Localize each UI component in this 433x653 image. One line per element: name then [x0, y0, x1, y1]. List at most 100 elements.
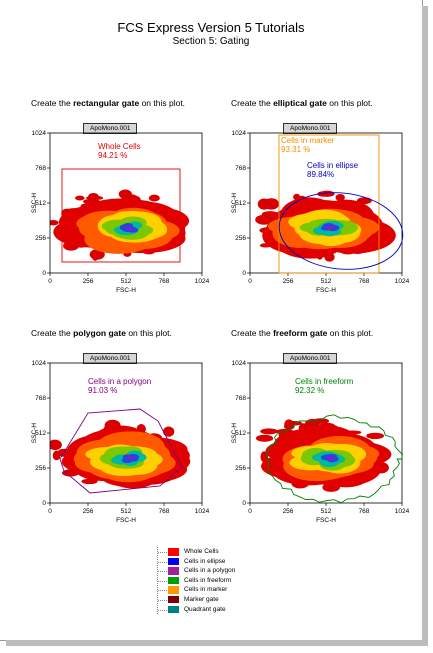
gate-percentage: 93.31 % — [281, 145, 310, 154]
y-tick-label: 256 — [35, 465, 46, 472]
tree-connector — [158, 590, 167, 592]
density-speck — [52, 450, 61, 461]
gate-label: Cells in freeform — [295, 377, 354, 386]
density-contour — [128, 227, 133, 231]
marker-gate[interactable] — [278, 134, 380, 274]
page-shadow-right — [422, 6, 428, 646]
gate-label: Whole Cells — [98, 142, 141, 151]
density-speck — [284, 420, 303, 426]
y-tick-label: 1024 — [32, 360, 47, 367]
instruction-gate-name: rectangular gate — [73, 98, 140, 108]
density-plot[interactable]: 0 256 512 768 1024 0 256 512 768 1024 FSC-H SSC-H Wh… — [31, 128, 231, 308]
plot-instruction: Create the polygon gate on this plot. — [31, 328, 172, 338]
legend-label: Cells in freeform — [184, 576, 232, 584]
gate-label: Cells in a polygon — [88, 377, 151, 386]
plot-panel-elliptical: Create the elliptical gate on this plot.… — [231, 98, 431, 308]
legend-label: Cells in ellipse — [184, 557, 226, 565]
legend-label: Quadrant gate — [184, 605, 226, 613]
y-tick-label: 512 — [35, 430, 46, 437]
plot-panel-polygon: Create the polygon gate on this plot. Apo… — [31, 328, 231, 538]
y-tick-label: 512 — [35, 200, 46, 207]
page-shadow-bottom — [6, 640, 428, 646]
legend-item[interactable]: Cells in freeform — [158, 576, 278, 586]
instruction-text-end: on this plot. — [327, 328, 374, 338]
y-tick-label: 768 — [35, 165, 46, 172]
x-tick-label: 1024 — [395, 278, 410, 285]
elliptical-gate[interactable] — [275, 187, 406, 276]
x-tick-label: 768 — [159, 508, 170, 515]
gate-percentage: 92.32 % — [295, 386, 324, 395]
x-axis-label: FSC-H — [116, 287, 136, 294]
x-tick-label: 512 — [121, 278, 132, 285]
x-tick-label: 1024 — [395, 508, 410, 515]
instruction-text-end: on this plot. — [125, 328, 172, 338]
y-tick-label: 256 — [235, 235, 246, 242]
density-speck — [263, 198, 280, 210]
legend-item[interactable]: Whole Cells — [158, 547, 278, 557]
density-plot[interactable]: 0 256 512 768 1024 0 256 512 768 1024 FSC-H SSC-H Ce… — [231, 128, 431, 308]
plot-source-tag[interactable]: ApoMono.001 — [283, 123, 338, 134]
plot-panel-freeform: Create the freeform gate on this plot. Ap… — [231, 328, 431, 538]
x-tick-label: 256 — [283, 508, 294, 515]
x-tick-label: 768 — [159, 278, 170, 285]
legend-swatch — [168, 557, 179, 566]
rectangular-gate[interactable] — [61, 168, 181, 263]
plot-instruction: Create the freeform gate on this plot. — [231, 328, 373, 338]
density-speck — [335, 194, 345, 202]
instruction-text: Create the — [231, 98, 274, 108]
density-speck — [255, 214, 274, 225]
plot-source-tag[interactable]: ApoMono.001 — [83, 123, 138, 134]
density-plot[interactable]: 0 256 512 768 1024 0 256 512 768 1024 FSC-H SSC-H Ce… — [231, 358, 431, 538]
density-speck — [88, 193, 99, 201]
density-speck — [91, 250, 99, 261]
legend-label: Marker gate — [184, 595, 219, 603]
y-axis-label: SSC-H — [31, 423, 38, 444]
y-tick-label: 1024 — [32, 130, 47, 137]
x-axis-label: FSC-H — [116, 517, 136, 524]
plot-source-tag[interactable]: ApoMono.001 — [83, 353, 138, 364]
x-tick-label: 512 — [121, 508, 132, 515]
density-contour — [122, 222, 134, 229]
y-tick-label: 0 — [242, 270, 246, 277]
ellipse-gate-label: Cells in ellipse — [307, 161, 359, 170]
x-tick-label: 256 — [83, 278, 94, 285]
density-speck — [148, 194, 160, 202]
plot-source-tag[interactable]: ApoMono.001 — [283, 353, 338, 364]
tree-connector — [158, 571, 167, 573]
document-page — [0, 0, 423, 641]
legend-item[interactable]: Cells in ellipse — [158, 557, 278, 567]
legend-item[interactable]: Cells in marker — [158, 585, 278, 595]
ellipse-gate-percentage: 89.84% — [307, 170, 334, 179]
density-speck — [50, 439, 62, 451]
y-tick-label: 0 — [242, 500, 246, 507]
tree-connector — [158, 561, 167, 563]
freeform-gate[interactable] — [266, 414, 403, 504]
tree-connector — [158, 599, 167, 601]
y-tick-label: 1024 — [232, 360, 247, 367]
tree-connector — [158, 609, 167, 611]
instruction-text: Create the — [31, 98, 74, 108]
instruction-text-end: on this plot. — [326, 98, 373, 108]
legend-item[interactable]: Cells in a polygon — [158, 566, 278, 576]
density-speck — [366, 432, 385, 440]
legend-item[interactable]: Quadrant gate — [158, 605, 278, 615]
x-tick-label: 0 — [248, 508, 252, 515]
density-contour — [126, 456, 133, 460]
y-tick-label: 768 — [235, 165, 246, 172]
density-plot[interactable]: 0 256 512 768 1024 0 256 512 768 1024 FSC-H SSC-H Ce… — [31, 358, 231, 538]
x-tick-label: 0 — [48, 508, 52, 515]
gate-label: Cells in marker — [281, 136, 335, 145]
legend-swatch — [168, 576, 179, 585]
x-tick-label: 768 — [359, 508, 370, 515]
legend-label: Whole Cells — [184, 548, 219, 555]
legend-item[interactable]: Marker gate — [158, 595, 278, 605]
y-axis-label: SSC-H — [231, 423, 238, 444]
legend-swatch — [168, 605, 179, 614]
polygon-gate[interactable] — [59, 408, 183, 494]
instruction-gate-name: freeform gate — [273, 328, 328, 338]
y-tick-label: 256 — [235, 465, 246, 472]
plot-instruction: Create the rectangular gate on this plot… — [31, 98, 185, 108]
density-speck — [118, 189, 132, 199]
y-tick-label: 768 — [235, 395, 246, 402]
instruction-gate-name: elliptical gate — [273, 98, 327, 108]
